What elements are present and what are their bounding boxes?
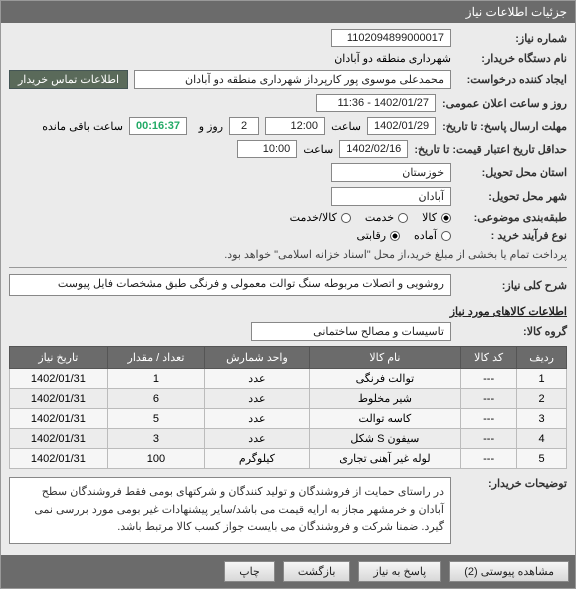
table-header: تعداد / مقدار [107, 347, 204, 369]
field-city: آبادان [331, 187, 451, 206]
field-valid-time: 10:00 [237, 140, 297, 158]
label-hour-1: ساعت [331, 120, 361, 133]
label-valid-until: حداقل تاریخ اعتبار قیمت: تا تاریخ: [414, 143, 567, 156]
items-section-title: اطلاعات کالاهای مورد نیاز [9, 301, 567, 322]
table-row[interactable]: 3---کاسه توالتعدد51402/01/31 [10, 409, 567, 429]
contact-button[interactable]: اطلاعات تماس خریدار [9, 70, 128, 89]
table-cell: عدد [205, 429, 310, 449]
table-cell: لوله غیر آهنی تجاری [309, 449, 460, 469]
label-announce: روز و ساعت اعلان عمومی: [442, 97, 567, 110]
radio-dot-icon [441, 213, 451, 223]
panel-title: جزئیات اطلاعات نیاز [466, 5, 567, 19]
table-header: تاریخ نیاز [10, 347, 108, 369]
label-remaining: ساعت باقی مانده [42, 120, 123, 133]
radio-goods[interactable]: کالا [422, 211, 451, 224]
radio-both[interactable]: کالا/خدمت [290, 211, 351, 224]
radio-dot-icon [390, 231, 400, 241]
back-button[interactable]: بازگشت [283, 561, 351, 582]
table-cell: 1402/01/31 [10, 409, 108, 429]
subject-radio-group: کالا خدمت کالا/خدمت [290, 211, 451, 224]
table-cell: کاسه توالت [309, 409, 460, 429]
table-row[interactable]: 4---سیفون S شکلعدد31402/01/31 [10, 429, 567, 449]
label-buy-type: نوع فرآیند خرید : [457, 229, 567, 242]
value-buyer-org: شهرداری منطقه دو آبادان [334, 52, 451, 65]
label-req-creator: ایجاد کننده درخواست: [457, 73, 567, 86]
field-reply-date: 1402/01/29 [367, 117, 436, 135]
table-cell: --- [461, 369, 517, 389]
field-province: خوزستان [331, 163, 451, 182]
label-province: استان محل تحویل: [457, 166, 567, 179]
label-req-no: شماره نیاز: [457, 32, 567, 45]
table-row[interactable]: 1---توالت فرنگیعدد11402/01/31 [10, 369, 567, 389]
reply-button[interactable]: پاسخ به نیاز [358, 561, 441, 582]
table-cell: 1402/01/31 [10, 369, 108, 389]
table-row[interactable]: 5---لوله غیر آهنی تجاریکیلوگرم1001402/01… [10, 449, 567, 469]
table-cell: 1 [107, 369, 204, 389]
table-cell: --- [461, 389, 517, 409]
table-cell: توالت فرنگی [309, 369, 460, 389]
label-day-and: روز و [193, 120, 223, 133]
label-buyer-notes: توضیحات خریدار: [457, 477, 567, 490]
field-valid-date: 1402/02/16 [339, 140, 408, 158]
attachments-button[interactable]: مشاهده پیوستی (2) [449, 561, 569, 582]
field-announce: 1402/01/27 - 11:36 [316, 94, 436, 112]
label-goods-group: گروه کالا: [457, 325, 567, 338]
label-summary: شرح کلی نیاز: [457, 279, 567, 292]
field-goods-group: تاسیسات و مصالح ساختمانی [251, 322, 451, 341]
table-cell: 1402/01/31 [10, 449, 108, 469]
buyer-notes-box: در راستای حمایت از فروشندگان و تولید کنن… [9, 477, 451, 544]
field-summary: روشویی و اتصلات مربوطه سنگ توالت معمولی … [9, 274, 451, 296]
label-subject-class: طبقه‌بندی موضوعی: [457, 211, 567, 224]
table-cell: 3 [107, 429, 204, 449]
table-cell: 100 [107, 449, 204, 469]
field-reply-days: 2 [229, 117, 259, 135]
table-cell: عدد [205, 369, 310, 389]
radio-service[interactable]: خدمت [365, 211, 408, 224]
table-cell: 1402/01/31 [10, 429, 108, 449]
radio-tender[interactable]: رقابتی [357, 229, 400, 242]
radio-ready[interactable]: آماده [414, 229, 451, 242]
table-row[interactable]: 2---شیر مخلوطعدد61402/01/31 [10, 389, 567, 409]
table-cell: 6 [107, 389, 204, 409]
label-buyer-org: نام دستگاه خریدار: [457, 52, 567, 65]
table-header: نام کالا [309, 347, 460, 369]
table-cell: شیر مخلوط [309, 389, 460, 409]
field-req-no: 1102094899000017 [331, 29, 451, 47]
footer-toolbar: مشاهده پیوستی (2) پاسخ به نیاز بازگشت چا… [1, 555, 575, 588]
table-cell: عدد [205, 389, 310, 409]
form-content: شماره نیاز: 1102094899000017 نام دستگاه … [1, 23, 575, 555]
table-cell: --- [461, 449, 517, 469]
radio-dot-icon [341, 213, 351, 223]
label-reply-deadline: مهلت ارسال پاسخ: تا تاریخ: [442, 120, 567, 133]
label-hour-2: ساعت [303, 143, 333, 156]
radio-dot-icon [398, 213, 408, 223]
table-cell: --- [461, 409, 517, 429]
payment-note: پرداخت تمام یا بخشی از مبلغ خرید،از محل … [224, 248, 567, 261]
items-table: ردیفکد کالانام کالاواحد شمارشتعداد / مقد… [9, 346, 567, 469]
label-city: شهر محل تحویل: [457, 190, 567, 203]
table-cell: 4 [517, 429, 567, 449]
table-cell: 1 [517, 369, 567, 389]
table-header: کد کالا [461, 347, 517, 369]
table-cell: 2 [517, 389, 567, 409]
countdown-timer: 00:16:37 [129, 117, 187, 135]
table-cell: کیلوگرم [205, 449, 310, 469]
table-cell: 5 [107, 409, 204, 429]
table-header: ردیف [517, 347, 567, 369]
field-req-creator: محمدعلی موسوی پور کارپرداز شهرداری منطقه… [134, 70, 451, 89]
radio-dot-icon [441, 231, 451, 241]
table-cell: 5 [517, 449, 567, 469]
table-cell: --- [461, 429, 517, 449]
print-button[interactable]: چاپ [224, 561, 275, 582]
panel-header: جزئیات اطلاعات نیاز [1, 1, 575, 23]
buytype-radio-group: آماده رقابتی [357, 229, 451, 242]
table-cell: 3 [517, 409, 567, 429]
table-header: واحد شمارش [205, 347, 310, 369]
table-cell: عدد [205, 409, 310, 429]
field-reply-time: 12:00 [265, 117, 325, 135]
table-cell: 1402/01/31 [10, 389, 108, 409]
table-cell: سیفون S شکل [309, 429, 460, 449]
